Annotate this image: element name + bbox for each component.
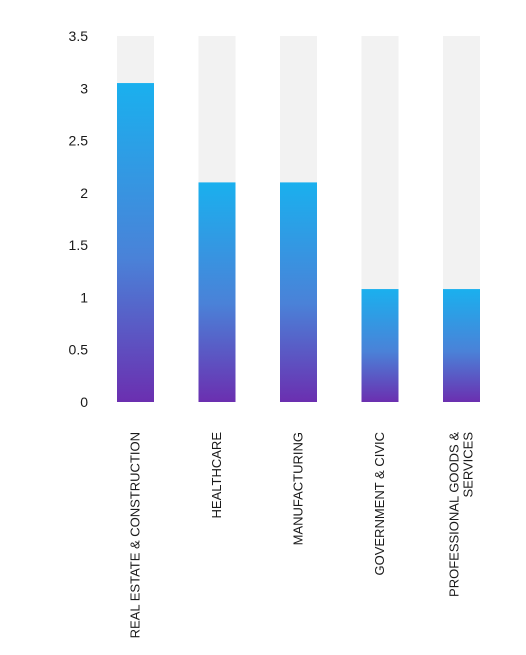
y-tick-label: 2.5 [69,133,89,149]
bars [117,36,480,403]
x-category-label: HEALTHCARE [209,432,224,519]
x-axis: REAL ESTATE & CONSTRUCTION HEALTHCARE MANU… [128,432,476,639]
y-tick-label: 1.5 [69,237,89,253]
bar [117,83,154,403]
y-tick-label: 1 [80,289,88,305]
x-category-label: MANUFACTURING [291,432,306,545]
x-category-label: REAL ESTATE & CONSTRUCTION [128,432,143,638]
bar [280,182,317,402]
x-category-label: SERVICES [461,432,476,498]
y-tick-label: 3 [80,80,88,96]
y-tick-label: 2 [80,185,88,201]
y-axis: 0 0.5 1 1.5 2 2.5 3 3.5 [69,28,89,410]
bar [361,289,399,402]
y-tick-label: 0.5 [69,342,89,358]
y-tick-label: 3.5 [69,28,89,44]
y-tick-label: 0 [80,394,88,410]
x-category-label: PROFESSIONAL GOODS & [447,432,462,597]
bar [198,182,236,402]
bar [443,289,480,402]
x-category-label: GOVERNMENT & CIVIC [372,432,387,576]
